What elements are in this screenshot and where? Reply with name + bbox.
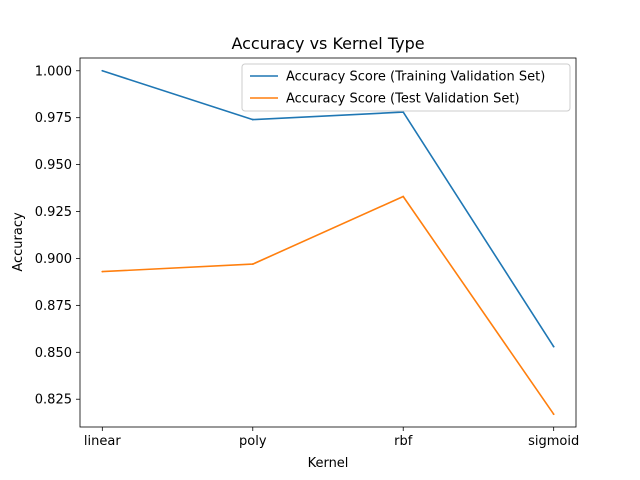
plot-area: linear poly rbf sigmoid 0.825 0.850 0.875 0.900… [35, 57, 579, 449]
x-tick-label-sigmoid: sigmoid [528, 434, 579, 449]
legend-label-1: Accuracy Score (Test Validation Set) [286, 92, 520, 107]
series-1-point-poly [251, 263, 254, 265]
series-0-point-linear [101, 69, 104, 72]
y-tick-label: 0.950 [35, 158, 72, 173]
series-0-point-sigmoid [552, 345, 555, 348]
series-1-point-rbf [402, 195, 405, 198]
y-tick-label: 0.975 [35, 111, 72, 126]
x-axis-title: Kernel [308, 456, 349, 471]
x-tick-label-linear: linear [84, 434, 121, 449]
y-axis-title: Accuracy [11, 212, 26, 272]
x-tick-label-rbf: rbf [394, 434, 413, 449]
axes-frame [79, 57, 577, 428]
x-tick-label-poly: poly [239, 434, 267, 449]
y-tick-label: 0.850 [35, 346, 72, 361]
series-1-point-linear [101, 270, 104, 273]
chart-title: Accuracy vs Kernel Type [231, 34, 424, 53]
series-line-1 [102, 195, 555, 415]
series-line-0 [102, 70, 555, 348]
series-0-point-poly [251, 118, 254, 121]
y-tick-label: 0.900 [35, 252, 72, 267]
series-1-point-sigmoid [552, 413, 555, 416]
y-tick-label: 0.925 [35, 205, 72, 220]
legend-box [241, 63, 571, 112]
y-tick-label: 0.875 [35, 299, 72, 314]
y-tick-label: 1.000 [35, 64, 72, 79]
y-tick-label: 0.825 [35, 393, 72, 408]
legend-label-0: Accuracy Score (Training Validation Set) [286, 70, 545, 85]
series-0-point-rbf [402, 111, 405, 113]
